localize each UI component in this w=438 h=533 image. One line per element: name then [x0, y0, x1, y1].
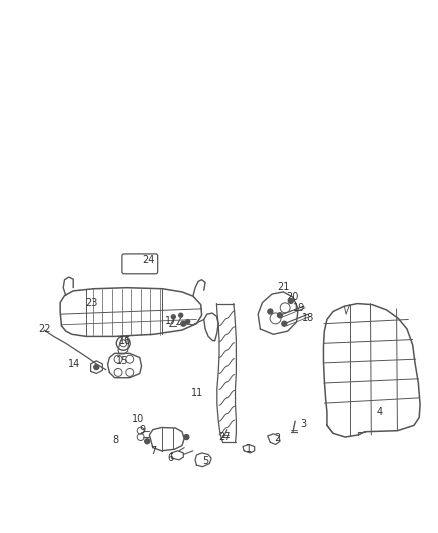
Circle shape [282, 321, 287, 326]
Text: 20: 20 [286, 292, 298, 302]
Text: 22: 22 [38, 324, 50, 334]
Text: 16: 16 [119, 336, 131, 345]
Circle shape [268, 309, 273, 314]
Text: 17: 17 [165, 316, 177, 326]
Circle shape [186, 320, 190, 324]
Text: 2: 2 [275, 433, 281, 442]
Text: 4: 4 [377, 407, 383, 417]
Text: 1: 1 [247, 444, 253, 454]
Text: 7: 7 [150, 446, 156, 456]
Circle shape [277, 313, 283, 318]
Text: 19: 19 [293, 303, 306, 313]
Circle shape [179, 313, 183, 317]
Text: 15: 15 [116, 356, 129, 366]
Text: 9: 9 [140, 425, 146, 434]
Circle shape [288, 298, 293, 303]
Text: 14: 14 [68, 359, 81, 369]
Circle shape [145, 439, 150, 444]
Circle shape [184, 434, 189, 440]
Text: 21: 21 [277, 281, 290, 292]
Text: 23: 23 [86, 297, 98, 308]
Circle shape [94, 365, 99, 369]
Text: 11: 11 [191, 387, 203, 398]
Text: 6: 6 [167, 453, 173, 463]
Text: 3: 3 [301, 419, 307, 429]
Text: 18: 18 [302, 313, 314, 324]
Circle shape [171, 315, 175, 319]
Text: 27: 27 [218, 432, 230, 442]
Text: 24: 24 [142, 255, 155, 265]
Circle shape [181, 321, 186, 326]
Text: 10: 10 [132, 414, 145, 424]
Text: 5: 5 [202, 456, 208, 466]
Text: 8: 8 [113, 435, 119, 445]
